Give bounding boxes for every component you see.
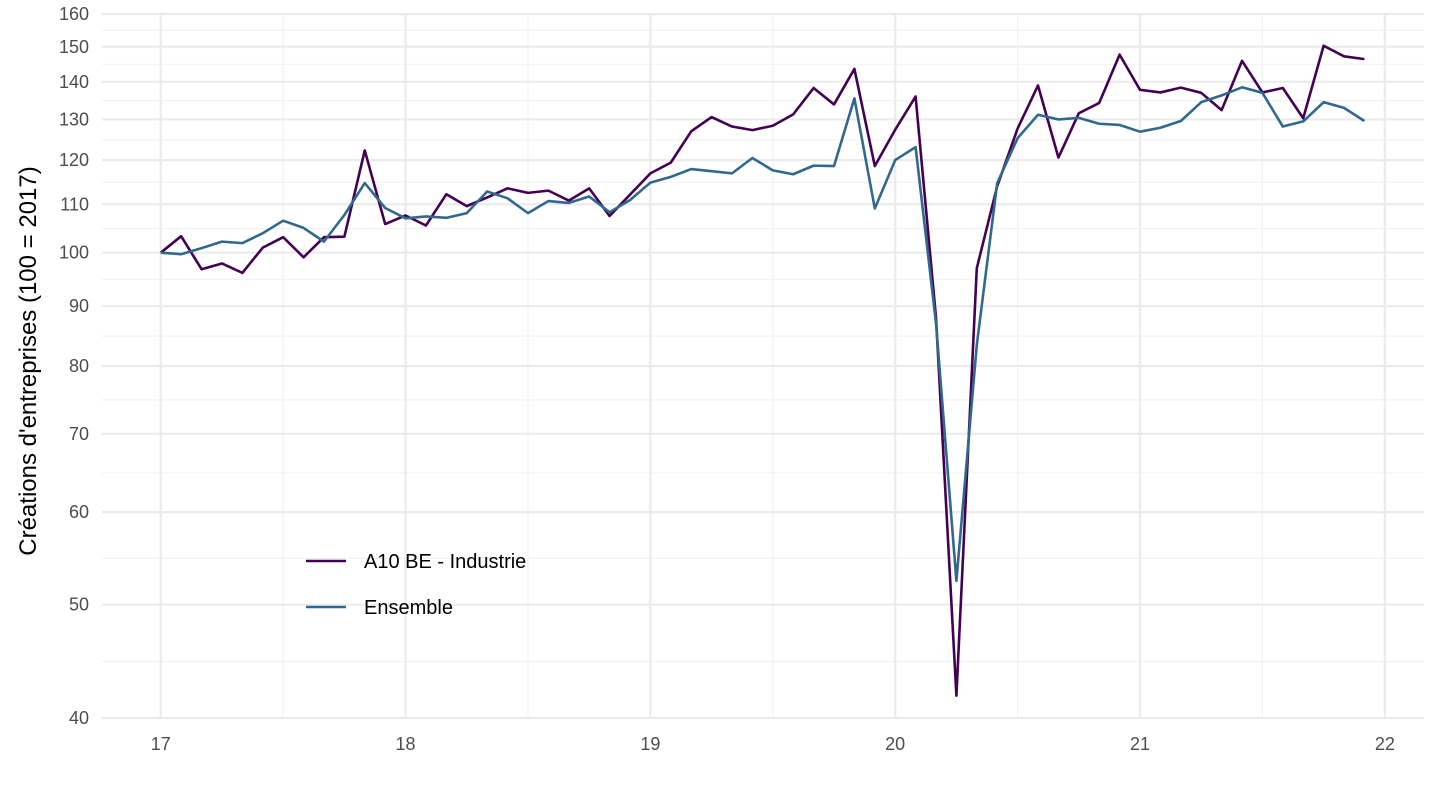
y-tick-label: 70 (69, 424, 89, 444)
y-axis-tick-labels: 40 50 60 70 80 90 100 110 120 130 140 150 160 (59, 4, 89, 728)
x-tick-label: 21 (1130, 734, 1150, 754)
y-tick-label: 110 (60, 194, 89, 214)
y-tick-label: 160 (59, 4, 89, 24)
y-tick-label: 130 (59, 109, 89, 129)
y-tick-label: 120 (59, 150, 89, 170)
x-tick-label: 19 (640, 734, 660, 754)
y-tick-label: 80 (69, 356, 89, 376)
series-line-1 (159, 44, 1365, 697)
x-tick-label: 20 (885, 734, 905, 754)
y-tick-label: 50 (69, 595, 89, 615)
y-tick-label: 150 (59, 37, 89, 57)
x-tick-label: 17 (151, 734, 171, 754)
legend: A10 BE - Industrie Ensemble (306, 551, 526, 619)
x-tick-label: 18 (396, 734, 416, 754)
y-tick-label: 60 (69, 502, 89, 522)
y-axis-title: Créations d'entreprises (100 = 2017) (15, 166, 42, 555)
legend-label-2: Ensemble (364, 597, 453, 619)
y-tick-label: 100 (59, 243, 89, 263)
series-line-2 (160, 85, 1366, 583)
x-axis-tick-labels: 17 18 19 20 21 22 (151, 734, 1395, 754)
x-tick-label: 22 (1375, 734, 1395, 754)
legend-label-1: A10 BE - Industrie (364, 551, 526, 573)
series-layer (159, 44, 1366, 697)
y-tick-label: 90 (69, 296, 89, 316)
y-tick-label: 140 (59, 72, 89, 92)
minor-gridlines-y (102, 29, 1424, 662)
y-tick-label: 40 (69, 708, 89, 728)
major-gridlines-y (102, 12, 1424, 720)
